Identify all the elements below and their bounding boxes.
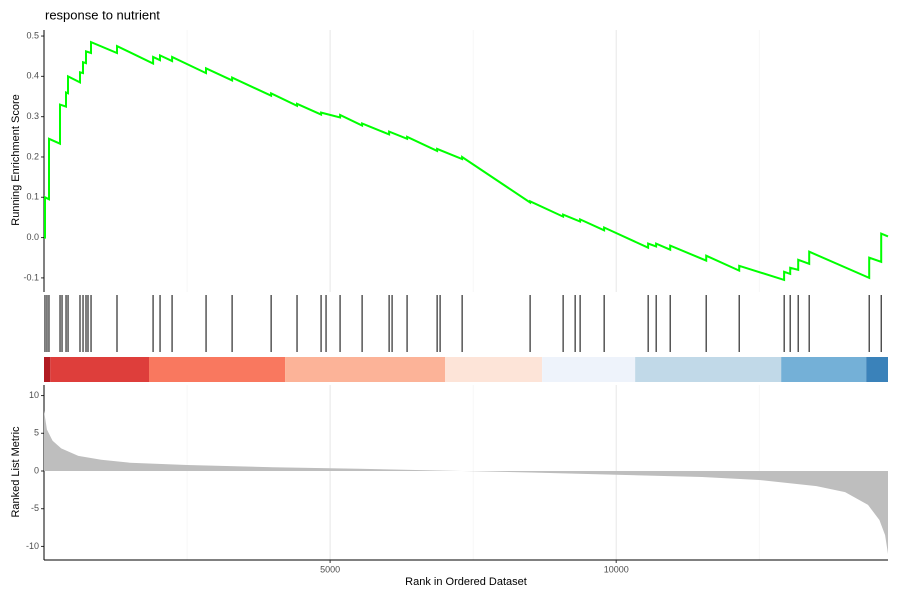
rank-band [50, 357, 149, 382]
y-tick-label: 0.3 [26, 111, 39, 121]
x-tick-label: 5000 [320, 564, 340, 574]
ranked-metric-area [44, 410, 888, 554]
y-tick-label: 0.4 [26, 71, 39, 81]
y-tick-label: -5 [31, 503, 39, 513]
rank-band [445, 357, 543, 382]
rank-band [866, 357, 888, 382]
y-tick-label: 10 [29, 390, 39, 400]
y-axis-label: Ranked List Metric [10, 426, 22, 518]
rank-band [781, 357, 867, 382]
y-tick-label: 5 [34, 428, 39, 438]
rank-band [285, 357, 446, 382]
x-tick-label: 10000 [604, 564, 629, 574]
y-tick-label: 0.0 [26, 232, 39, 242]
y-tick-label: 0 [34, 465, 39, 475]
y-tick-label: 0.1 [26, 192, 39, 202]
chart-title: response to nutrient [45, 7, 160, 22]
rank-band [44, 357, 51, 382]
y-tick-label: -0.1 [23, 272, 39, 282]
y-tick-label: 0.5 [26, 30, 39, 40]
y-tick-label: 0.2 [26, 151, 39, 161]
y-axis-label: Running Enrichment Score [10, 94, 22, 225]
enrichment-line [44, 40, 889, 282]
rank-band [148, 357, 286, 382]
rank-band [635, 357, 782, 382]
rank-band [542, 357, 636, 382]
y-tick-label: -10 [26, 541, 39, 551]
x-axis-label: Rank in Ordered Dataset [405, 576, 527, 588]
